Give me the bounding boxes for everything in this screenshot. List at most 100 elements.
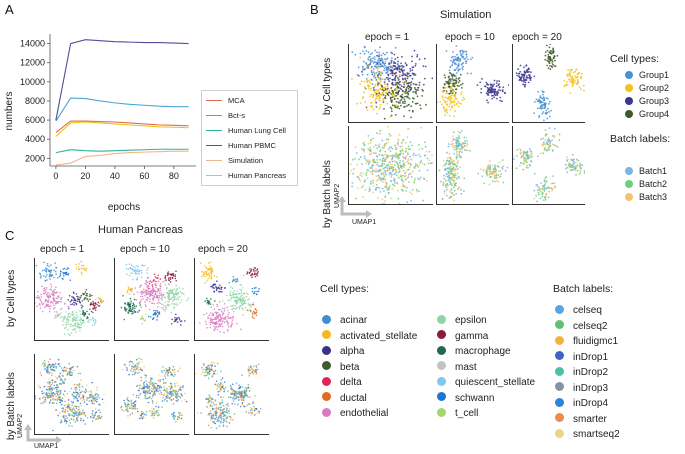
- scatter-point: [488, 170, 491, 173]
- scatter-point: [413, 49, 416, 52]
- scatter-point: [405, 80, 408, 82]
- scatter-point: [240, 284, 243, 287]
- scatter-point: [63, 317, 66, 319]
- scatter-point: [427, 162, 430, 165]
- scatter-point: [65, 326, 67, 329]
- scatter-point: [49, 301, 52, 304]
- scatter-point: [208, 314, 211, 316]
- scatter-point: [429, 162, 432, 165]
- scatter-point: [231, 323, 233, 325]
- scatter-point: [235, 303, 238, 305]
- scatter-point: [376, 70, 379, 72]
- scatter-point: [64, 417, 67, 420]
- scatter-point: [98, 397, 101, 399]
- scatter-point: [574, 169, 577, 172]
- scatter-point: [457, 100, 459, 103]
- scatter-point: [384, 58, 386, 60]
- scatter-point: [155, 310, 157, 312]
- scatter-point: [156, 387, 159, 389]
- scatter-point: [39, 386, 41, 389]
- scatter-point: [398, 65, 401, 68]
- scatter-point: [128, 306, 130, 308]
- scatter-point: [251, 290, 254, 293]
- scatter-point: [548, 56, 550, 58]
- scatter-point: [146, 387, 149, 389]
- scatter-point: [67, 412, 70, 415]
- scatter-point: [398, 177, 400, 179]
- y-tick-label: 8000: [25, 96, 45, 106]
- scatter-point: [568, 78, 570, 81]
- scatter-point: [79, 372, 82, 375]
- scatter-point: [383, 108, 385, 110]
- scatter-point: [460, 188, 462, 191]
- scatter-point: [366, 177, 369, 179]
- x-axis-label: epochs: [108, 202, 140, 213]
- scatter-point: [528, 77, 530, 79]
- scatter-point: [71, 374, 73, 376]
- scatter-point: [485, 81, 488, 84]
- scatter-point: [216, 385, 219, 387]
- scatter-point: [93, 416, 95, 419]
- scatter-point: [77, 297, 79, 300]
- scatter-point: [69, 301, 72, 303]
- scatter-point: [213, 291, 216, 293]
- scatter-point: [131, 373, 134, 376]
- scatter-point: [388, 91, 391, 94]
- scatter-point: [487, 101, 489, 104]
- scatter-point: [377, 144, 380, 147]
- scatter-point: [545, 133, 547, 136]
- scatter-point: [446, 186, 449, 189]
- scatter-point: [402, 183, 404, 186]
- scatter-point: [542, 199, 545, 202]
- scatter-point: [217, 320, 220, 323]
- scatter-point: [159, 287, 161, 290]
- scatter-point: [74, 302, 76, 304]
- scatter-point: [571, 153, 574, 156]
- scatter-point: [214, 300, 216, 302]
- scatter-point: [431, 154, 433, 157]
- scatter-point: [228, 281, 230, 284]
- scatter-point: [403, 115, 405, 118]
- scatter-point: [59, 365, 61, 367]
- scatter-point: [463, 148, 466, 151]
- scatter-point: [380, 173, 383, 176]
- scatter-point: [369, 53, 372, 55]
- scatter-point: [230, 297, 233, 299]
- scatter-point: [212, 286, 214, 289]
- x-tick-label: 40: [110, 171, 120, 181]
- scatter-point: [128, 361, 131, 363]
- scatter-point: [379, 103, 382, 106]
- scatter-point: [380, 163, 383, 166]
- scatter-point: [221, 320, 223, 322]
- scatter-point: [365, 50, 368, 52]
- scatter-point: [74, 396, 77, 398]
- scatter-point: [255, 293, 258, 296]
- scatter-point: [55, 395, 58, 398]
- scatter-point: [525, 64, 528, 67]
- scatter-point: [376, 186, 379, 189]
- scatter-point: [351, 158, 354, 161]
- scatter-point: [167, 305, 169, 307]
- scatter-point: [68, 294, 71, 297]
- scatter-point: [550, 52, 553, 55]
- scatter-point: [359, 83, 361, 86]
- scatter-point: [398, 133, 401, 136]
- scatter-point: [164, 386, 166, 389]
- scatter-point: [146, 391, 149, 394]
- scatter-point: [223, 321, 226, 323]
- scatter-point: [143, 384, 145, 386]
- scatter-point: [47, 304, 49, 306]
- scatter-point: [384, 178, 387, 181]
- scatter-point: [60, 300, 62, 303]
- scatter-point: [388, 80, 390, 83]
- scatter-point: [392, 92, 395, 95]
- scatter-point: [153, 295, 156, 297]
- scatter-point: [133, 293, 135, 295]
- scatter-point: [241, 307, 243, 309]
- scatter-point: [217, 317, 220, 319]
- scatter-point: [212, 312, 214, 315]
- scatter-point: [168, 299, 171, 301]
- scatter-point: [86, 294, 88, 297]
- legend-dot: [625, 166, 633, 175]
- scatter-point: [403, 84, 406, 87]
